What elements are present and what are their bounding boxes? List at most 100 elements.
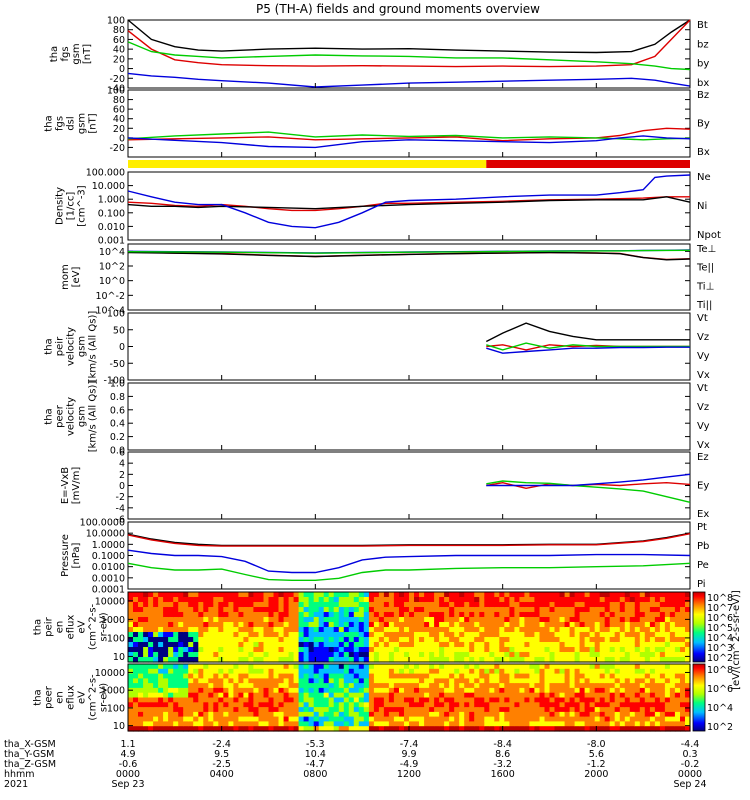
spectrogram-cell xyxy=(363,622,370,628)
spectrogram-cell xyxy=(168,692,174,699)
spectrogram-cell xyxy=(534,637,540,643)
spectrogram-cell xyxy=(524,627,530,633)
spectrogram-cell xyxy=(544,637,551,643)
axis-row-value: 10.4 xyxy=(305,749,326,760)
spectrogram-cell xyxy=(188,632,194,638)
spectrogram-cell xyxy=(594,721,601,727)
spectrogram-cell xyxy=(559,664,566,670)
spectrogram-cell xyxy=(373,678,380,684)
spectrogram-cell xyxy=(183,726,189,732)
spectrogram-cell xyxy=(193,664,199,670)
spectrogram-cell xyxy=(459,726,465,732)
spectrogram-cell xyxy=(223,592,229,598)
spectrogram-cell xyxy=(143,637,149,643)
spectrogram-cell xyxy=(228,592,234,598)
spectrogram-cell xyxy=(308,597,315,603)
spectrogram-cell xyxy=(624,673,631,679)
spectrogram-cell xyxy=(278,668,285,675)
spectrogram-cell xyxy=(188,647,194,653)
panel-label-line: gsm xyxy=(77,113,88,134)
spectrogram-cell xyxy=(534,647,540,653)
spectrogram-cell xyxy=(268,647,275,653)
spectrogram-cell xyxy=(258,592,265,598)
spectrogram-cell xyxy=(203,678,209,684)
spectrogram-cell xyxy=(414,647,420,653)
spectrogram-cell xyxy=(138,683,144,689)
spectrogram-cell xyxy=(183,607,189,613)
spectrogram-cell xyxy=(253,726,259,732)
spectrogram-cell xyxy=(564,647,571,653)
spectrogram-cell xyxy=(574,657,581,663)
spectrogram-cell xyxy=(308,673,315,679)
spectrogram-cell xyxy=(253,678,259,684)
spectrogram-cell xyxy=(358,617,365,623)
spectrogram-cell xyxy=(358,697,365,703)
spectrogram-cell xyxy=(589,602,596,608)
spectrogram-cell xyxy=(409,617,415,623)
spectrogram-cell xyxy=(614,612,621,618)
spectrogram-cell xyxy=(233,597,239,603)
spectrogram-cell xyxy=(479,622,485,628)
spectrogram-cell xyxy=(424,597,430,603)
axis-row-value: 1200 xyxy=(397,769,421,780)
spectrogram-cell xyxy=(549,711,556,718)
spectrogram-cell xyxy=(519,622,525,628)
spectrogram-cell xyxy=(148,642,154,648)
y-tick-label: 10.000 xyxy=(92,181,125,192)
spectrogram-cell xyxy=(178,657,184,663)
spectrogram-cell xyxy=(293,657,300,663)
spectrogram-cell xyxy=(208,647,214,653)
spectrogram-cell xyxy=(253,664,259,670)
spectrogram-cell xyxy=(263,668,270,675)
spectrogram-cell xyxy=(519,657,525,663)
spectrogram-cell xyxy=(198,721,204,727)
spectrogram-cell xyxy=(383,627,390,633)
spectrogram-cell xyxy=(499,702,505,708)
spectrogram-cell xyxy=(564,664,571,670)
spectrogram-cell xyxy=(263,711,270,718)
spectrogram-cell xyxy=(424,668,430,675)
spectrogram-cell xyxy=(644,627,651,633)
spectrogram-cell xyxy=(579,602,586,608)
spectrogram-cell xyxy=(579,707,586,713)
spectrogram-cell xyxy=(228,612,234,618)
spectrogram-cell xyxy=(434,711,440,718)
spectrogram-cell xyxy=(614,664,621,670)
spectrogram-cell xyxy=(133,678,139,684)
spectrogram-cell xyxy=(599,652,606,658)
spectrogram-cell xyxy=(489,607,495,613)
spectrogram-cell xyxy=(399,711,405,718)
spectrogram-cell xyxy=(243,683,249,689)
spectrogram-cell xyxy=(504,673,510,679)
spectrogram-cell xyxy=(589,617,596,623)
y-tick-label: 2 xyxy=(119,470,125,481)
spectrogram-cell xyxy=(524,647,530,653)
spectrogram-cell xyxy=(238,668,244,675)
spectrogram-cell xyxy=(278,711,285,718)
spectrogram-cell xyxy=(248,637,254,643)
spectrogram-cell xyxy=(419,687,425,694)
spectrogram-cell xyxy=(333,668,340,675)
spectrogram-cell xyxy=(444,678,450,684)
spectrogram-cell xyxy=(318,668,325,675)
spectrogram-cell xyxy=(323,683,330,689)
spectrogram-cell xyxy=(514,687,520,694)
spectrogram-cell xyxy=(368,627,375,633)
spectrogram-cell xyxy=(163,726,169,732)
spectrogram-cell xyxy=(424,642,430,648)
spectrogram-cell xyxy=(654,602,661,608)
spectrogram-cell xyxy=(148,702,154,708)
spectrogram-cell xyxy=(574,652,581,658)
spectrogram-cell xyxy=(559,673,566,679)
spectrogram-cell xyxy=(143,664,149,670)
spectrogram-cell xyxy=(489,642,495,648)
spectrogram-cell xyxy=(614,687,621,694)
spectrogram-cell xyxy=(178,726,184,732)
spectrogram-cell xyxy=(539,673,546,679)
spectrogram-cell xyxy=(333,726,340,732)
spectrogram-cell xyxy=(549,664,556,670)
spectrogram-cell xyxy=(549,678,556,684)
spectrogram-cell xyxy=(343,721,350,727)
spectrogram-cell xyxy=(454,683,460,689)
spectrogram-cell xyxy=(459,673,465,679)
